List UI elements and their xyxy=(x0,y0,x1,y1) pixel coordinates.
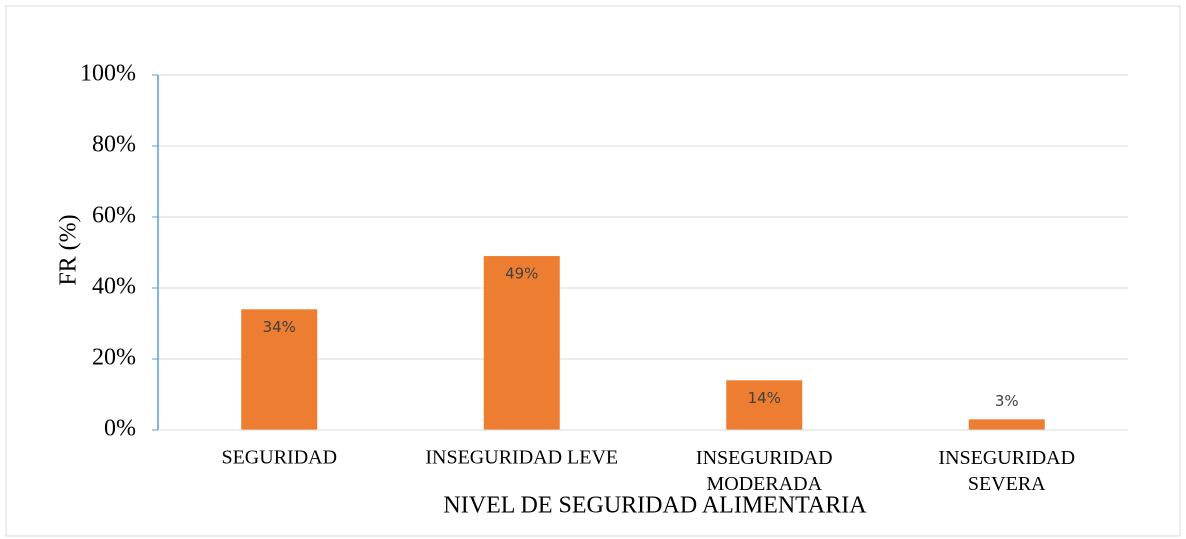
y-tick-label: 20% xyxy=(92,345,136,371)
x-tick-label: INSEGURIDAD SEVERA xyxy=(938,447,1075,495)
y-tick-label: 80% xyxy=(92,132,136,158)
bar xyxy=(726,380,803,430)
y-tick-label: 60% xyxy=(92,203,136,229)
bar xyxy=(483,256,560,430)
y-tick-label: 40% xyxy=(92,274,136,300)
y-tick-label: 100% xyxy=(80,61,136,87)
bar xyxy=(968,419,1045,430)
x-tick-label: SEGURIDAD xyxy=(221,447,337,469)
data-label: 49% xyxy=(505,265,538,283)
y-axis-label: FR (%) xyxy=(56,214,82,285)
x-tick-label: INSEGURIDAD LEVE xyxy=(425,447,618,469)
y-tick-label: 0% xyxy=(104,416,136,442)
x-tick-label: INSEGURIDAD MODERADA xyxy=(696,447,833,495)
bar xyxy=(241,309,318,430)
data-label: 3% xyxy=(995,392,1019,410)
data-label: 34% xyxy=(263,318,296,336)
chart-frame xyxy=(5,5,1181,537)
x-axis-label: NIVEL DE SEGURIDAD ALIMENTARIA xyxy=(443,493,867,519)
data-label: 14% xyxy=(748,389,781,407)
